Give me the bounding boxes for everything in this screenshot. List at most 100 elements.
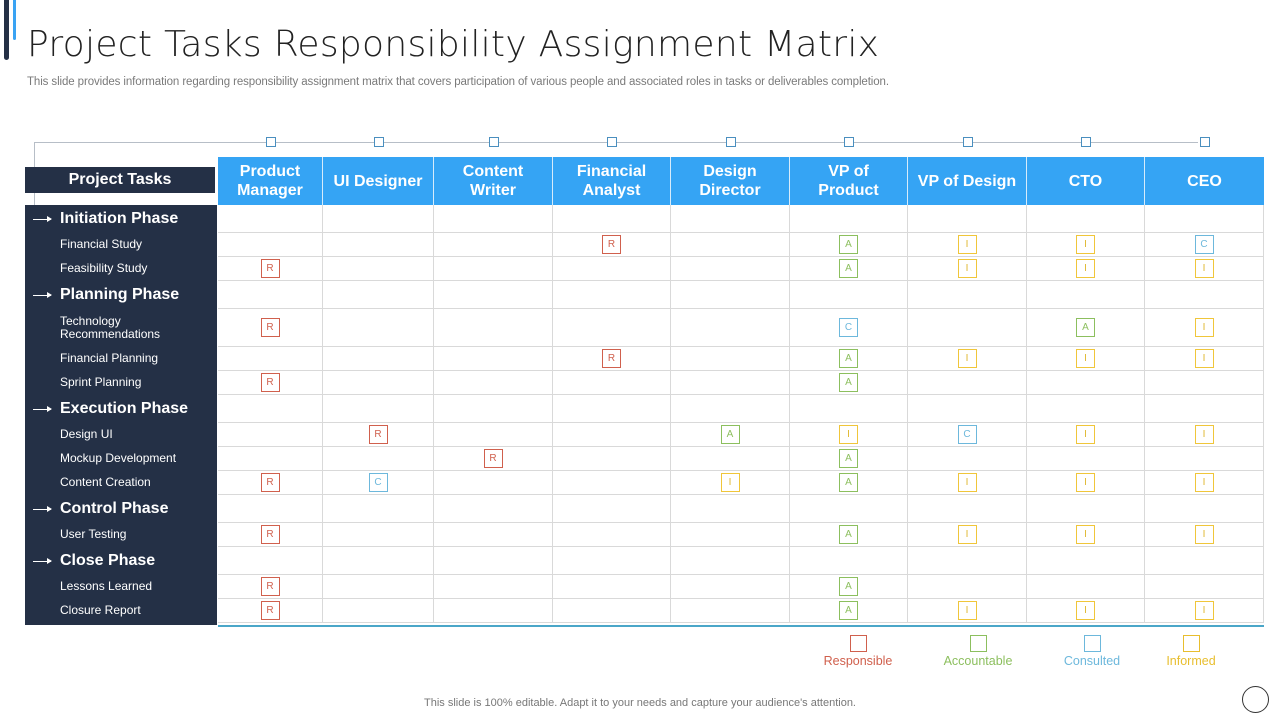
matrix-cell[interactable] [671,523,790,547]
matrix-cell[interactable] [553,547,671,575]
matrix-cell[interactable] [323,523,434,547]
matrix-cell[interactable] [434,523,553,547]
matrix-cell[interactable] [671,599,790,623]
matrix-cell[interactable] [553,205,671,233]
matrix-cell[interactable]: I [1027,523,1145,547]
matrix-cell[interactable] [218,233,323,257]
matrix-cell[interactable] [553,471,671,495]
matrix-cell[interactable]: I [1027,233,1145,257]
matrix-cell[interactable] [434,423,553,447]
matrix-cell[interactable] [1027,395,1145,423]
matrix-cell[interactable]: I [908,233,1027,257]
matrix-cell[interactable]: I [1027,599,1145,623]
matrix-cell[interactable] [671,281,790,309]
matrix-cell[interactable] [323,599,434,623]
resize-handle[interactable] [488,137,499,147]
resize-handle[interactable] [725,137,736,147]
matrix-cell[interactable] [790,547,908,575]
matrix-cell[interactable] [908,547,1027,575]
matrix-cell[interactable] [671,547,790,575]
matrix-cell[interactable]: I [1027,471,1145,495]
matrix-cell[interactable] [218,447,323,471]
matrix-cell[interactable] [218,347,323,371]
matrix-cell[interactable]: I [1145,523,1264,547]
matrix-cell[interactable]: I [1145,309,1264,347]
matrix-cell[interactable] [218,547,323,575]
matrix-cell[interactable] [1145,371,1264,395]
matrix-cell[interactable] [218,281,323,309]
matrix-cell[interactable] [323,309,434,347]
matrix-cell[interactable]: A [671,423,790,447]
matrix-cell[interactable]: C [908,423,1027,447]
matrix-cell[interactable] [553,281,671,309]
matrix-cell[interactable]: A [790,371,908,395]
matrix-cell[interactable]: A [790,233,908,257]
matrix-cell[interactable] [434,547,553,575]
matrix-cell[interactable] [671,371,790,395]
matrix-cell[interactable] [218,423,323,447]
matrix-cell[interactable]: I [790,423,908,447]
resize-handle[interactable] [373,137,384,147]
matrix-cell[interactable] [434,471,553,495]
matrix-cell[interactable] [1027,281,1145,309]
matrix-cell[interactable] [671,309,790,347]
matrix-cell[interactable]: R [218,471,323,495]
matrix-cell[interactable] [1145,395,1264,423]
matrix-cell[interactable] [671,575,790,599]
matrix-cell[interactable] [1145,575,1264,599]
matrix-cell[interactable] [1145,281,1264,309]
matrix-cell[interactable] [1145,547,1264,575]
matrix-cell[interactable] [553,257,671,281]
matrix-cell[interactable] [434,347,553,371]
matrix-cell[interactable]: I [1145,347,1264,371]
matrix-cell[interactable] [553,371,671,395]
resize-handle[interactable] [607,137,617,147]
resize-handle[interactable] [1081,137,1091,147]
matrix-cell[interactable]: I [1145,257,1264,281]
matrix-cell[interactable] [323,205,434,233]
matrix-cell[interactable] [553,309,671,347]
matrix-cell[interactable] [671,257,790,281]
matrix-cell[interactable] [790,281,908,309]
matrix-cell[interactable] [790,495,908,523]
matrix-cell[interactable] [790,205,908,233]
matrix-cell[interactable] [671,495,790,523]
matrix-cell[interactable] [908,447,1027,471]
matrix-cell[interactable] [553,575,671,599]
matrix-cell[interactable] [434,599,553,623]
matrix-cell[interactable] [323,371,434,395]
matrix-cell[interactable] [553,395,671,423]
matrix-cell[interactable] [908,309,1027,347]
matrix-cell[interactable]: R [218,575,323,599]
matrix-cell[interactable]: I [1027,257,1145,281]
matrix-cell[interactable] [908,205,1027,233]
matrix-cell[interactable] [671,447,790,471]
matrix-cell[interactable] [434,495,553,523]
matrix-cell[interactable] [434,395,553,423]
matrix-cell[interactable] [1145,495,1264,523]
matrix-cell[interactable]: R [434,447,553,471]
matrix-cell[interactable]: I [1145,599,1264,623]
matrix-cell[interactable]: I [908,599,1027,623]
matrix-cell[interactable] [553,423,671,447]
resize-handle[interactable] [265,137,276,147]
matrix-cell[interactable]: R [218,309,323,347]
matrix-cell[interactable]: A [790,599,908,623]
matrix-cell[interactable] [434,257,553,281]
matrix-cell[interactable] [323,447,434,471]
matrix-cell[interactable] [323,547,434,575]
matrix-cell[interactable]: R [553,233,671,257]
matrix-cell[interactable] [671,205,790,233]
matrix-cell[interactable]: C [1145,233,1264,257]
matrix-cell[interactable]: I [908,347,1027,371]
resize-handle[interactable] [844,137,854,147]
matrix-cell[interactable] [553,523,671,547]
matrix-cell[interactable]: A [1027,309,1145,347]
matrix-cell[interactable] [908,371,1027,395]
matrix-cell[interactable] [434,371,553,395]
matrix-cell[interactable] [1027,575,1145,599]
matrix-cell[interactable] [434,205,553,233]
matrix-cell[interactable]: I [908,257,1027,281]
matrix-cell[interactable] [323,347,434,371]
matrix-cell[interactable]: A [790,347,908,371]
